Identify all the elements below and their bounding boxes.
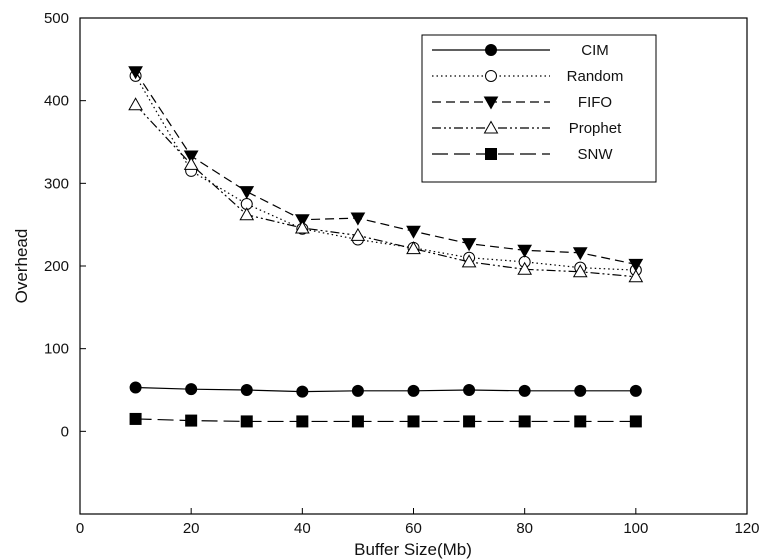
data-point [629, 415, 642, 428]
legend-entry: SNW [432, 146, 613, 163]
data-point [628, 258, 644, 272]
legend-entry: CIM [432, 42, 609, 59]
series-line [135, 418, 636, 423]
data-point [185, 383, 198, 396]
legend-marker [483, 96, 499, 110]
y-tick-label: 100 [44, 341, 69, 358]
x-tick-label: 40 [294, 520, 311, 537]
series-cim [129, 381, 642, 398]
data-point [406, 241, 421, 255]
data-point [350, 227, 366, 241]
x-tick-label: 0 [76, 520, 84, 537]
y-tick-label: 500 [44, 10, 69, 27]
data-point [518, 415, 531, 428]
x-axis-title: Buffer Size(Mb) [354, 540, 472, 559]
data-point [239, 186, 255, 200]
y-tick-label: 300 [44, 175, 69, 192]
data-point [518, 384, 531, 397]
data-point [128, 97, 143, 111]
data-point [406, 225, 421, 239]
data-point [128, 66, 143, 80]
series-line [135, 75, 636, 271]
data-point [296, 385, 309, 398]
data-point [407, 415, 420, 428]
data-point [461, 254, 477, 268]
x-tick-label: 20 [183, 520, 200, 537]
legend-label: Random [567, 68, 624, 85]
data-point [240, 384, 253, 396]
y-tick-label: 200 [44, 258, 69, 275]
series-line [135, 104, 636, 278]
legend-marker [485, 44, 497, 56]
series-prophet [128, 97, 644, 283]
data-point [350, 212, 366, 226]
data-point [129, 381, 142, 394]
legend-marker [483, 120, 499, 134]
data-point [240, 415, 253, 428]
data-point [183, 150, 199, 164]
legend-entry: FIFO [432, 94, 612, 111]
legend: CIM Random FIFO Prophet SNW [421, 34, 657, 183]
legend-label: Prophet [569, 120, 622, 137]
legend-marker [485, 148, 497, 160]
series-line [135, 71, 636, 265]
legend-entry: Prophet [432, 120, 622, 137]
data-point [574, 415, 587, 428]
data-point [574, 384, 587, 397]
data-point [461, 238, 477, 252]
data-point [351, 384, 364, 397]
x-tick-label: 100 [623, 520, 648, 537]
series-line [135, 386, 636, 393]
data-point [296, 415, 309, 428]
data-point [183, 156, 199, 170]
data-point [185, 414, 198, 427]
data-point [517, 261, 533, 275]
x-tick-label: 120 [734, 520, 759, 537]
legend-entry: Random [432, 68, 623, 85]
data-point [572, 247, 588, 261]
series-snw [129, 412, 642, 428]
legend-label: CIM [581, 42, 609, 59]
data-point [463, 384, 476, 396]
legend-label: SNW [578, 146, 614, 163]
data-point [351, 415, 364, 428]
series-fifo [128, 66, 644, 272]
data-point [628, 269, 644, 283]
series-layer [128, 66, 644, 428]
y-tick-label: 0 [61, 423, 69, 440]
y-axis-title: Overhead [12, 229, 31, 304]
data-point [294, 220, 310, 234]
legend-label: FIFO [578, 94, 612, 111]
x-tick-label: 60 [405, 520, 422, 537]
data-point [629, 384, 642, 397]
legend-box [421, 34, 657, 183]
data-point [572, 264, 588, 278]
data-point [517, 244, 533, 258]
data-point [294, 214, 310, 228]
y-tick-label: 400 [44, 93, 69, 110]
data-point [463, 415, 476, 428]
data-point [129, 412, 142, 425]
data-point [239, 207, 255, 221]
legend-marker [485, 70, 497, 82]
x-tick-label: 80 [516, 520, 533, 537]
data-point [407, 384, 420, 397]
axis-ticks: 0 20 40 60 80 100 120 0 100 200 300 400 500 [44, 10, 760, 537]
